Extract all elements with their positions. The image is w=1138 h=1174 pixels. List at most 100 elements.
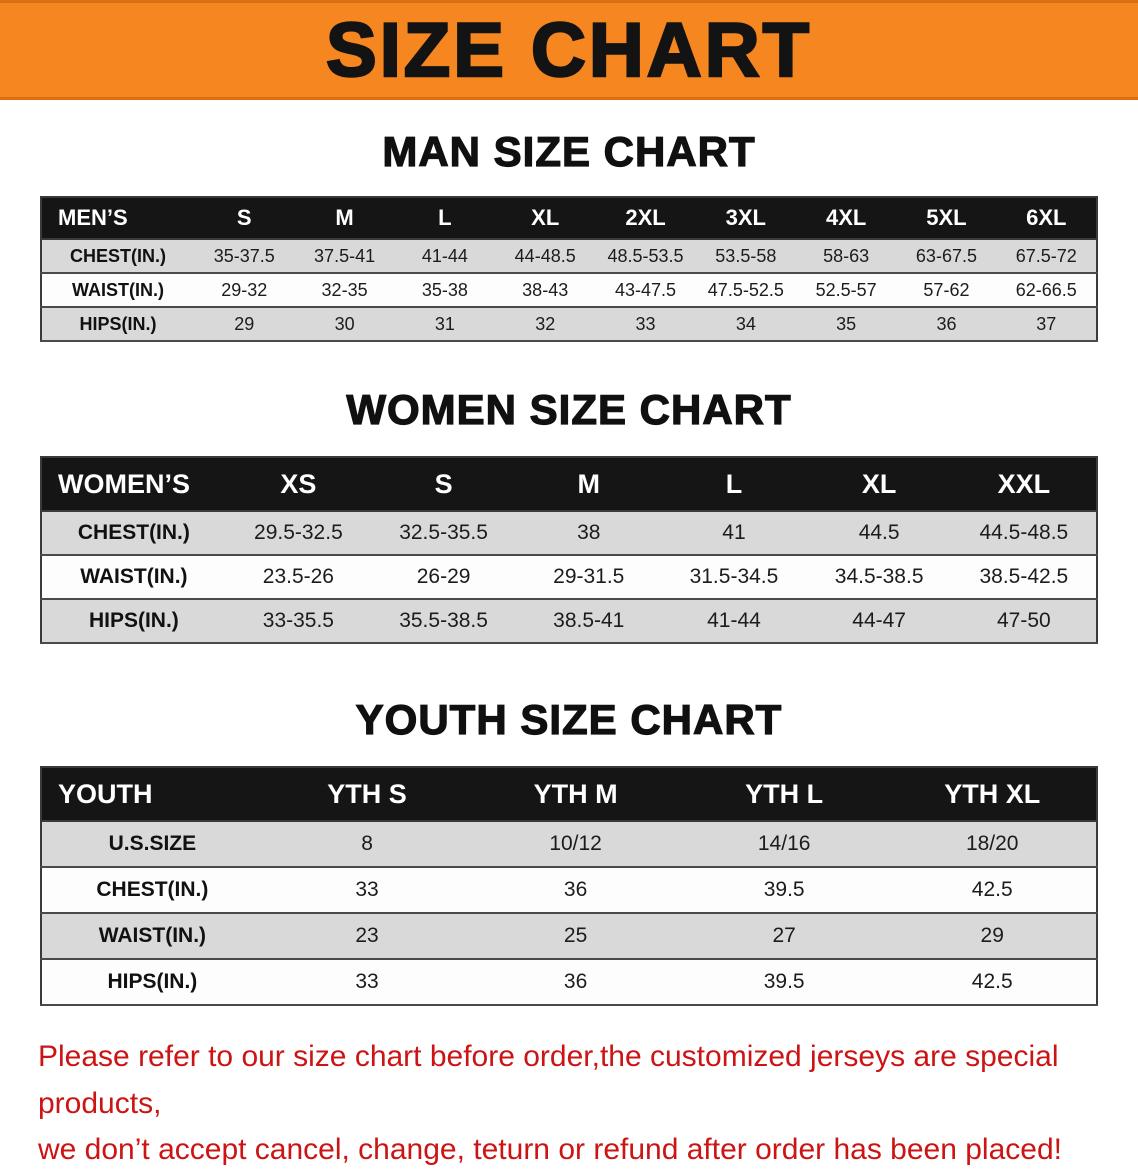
value-cell: 31.5-34.5	[661, 555, 807, 600]
size-header-cell: XS	[225, 457, 371, 512]
value-cell: 38.5-41	[516, 599, 662, 644]
row-label-cell: HIPS(IN.)	[41, 599, 226, 644]
row-label-cell: HIPS(IN.)	[41, 959, 263, 1006]
value-cell: 37.5-41	[294, 239, 395, 274]
value-cell: 44.5	[806, 511, 952, 556]
value-cell: 35-38	[394, 273, 496, 308]
size-header-cell: YTH M	[471, 767, 680, 822]
value-cell: 39.5	[679, 867, 889, 914]
value-cell: 39.5	[679, 959, 889, 1006]
size-chart-banner: SIZE CHART	[0, 0, 1138, 100]
value-cell: 32	[495, 307, 596, 342]
value-cell: 26-29	[370, 555, 517, 600]
size-header-cell: YTH S	[262, 767, 472, 822]
table-header-row: MEN’S S M L XL 2XL 3XL 4XL 5XL 6XL	[41, 197, 1097, 240]
value-cell: 23	[262, 913, 472, 960]
row-label-cell: CHEST(IN.)	[41, 511, 226, 556]
table-row: WAIST(IN.) 29-32 32-35 35-38 38-43 43-47.5 47.…	[41, 273, 1097, 308]
row-label-cell: U.S.SIZE	[41, 821, 263, 868]
row-label-cell: WAIST(IN.)	[41, 273, 195, 308]
value-cell: 29-31.5	[516, 555, 662, 600]
value-cell: 34.5-38.5	[806, 555, 952, 600]
value-cell: 29	[888, 913, 1097, 960]
value-cell: 44.5-48.5	[951, 511, 1097, 556]
value-cell: 44-48.5	[495, 239, 596, 274]
value-cell: 10/12	[471, 821, 680, 868]
table-title-cell: MEN’S	[41, 197, 195, 240]
value-cell: 36	[471, 867, 680, 914]
size-header-cell: 6XL	[996, 197, 1097, 240]
value-cell: 67.5-72	[996, 239, 1097, 274]
value-cell: 32-35	[294, 273, 395, 308]
row-label-cell: CHEST(IN.)	[41, 867, 263, 914]
value-cell: 29-32	[194, 273, 295, 308]
row-label-cell: CHEST(IN.)	[41, 239, 195, 274]
value-cell: 38	[516, 511, 662, 556]
size-header-cell: YTH L	[679, 767, 889, 822]
youth-size-table: YOUTH YTH S YTH M YTH L YTH XL U.S.SIZE 8 10/12…	[40, 766, 1098, 1006]
value-cell: 36	[896, 307, 997, 342]
value-cell: 42.5	[888, 959, 1097, 1006]
table-row: WAIST(IN.) 23 25 27 29	[41, 913, 1097, 960]
value-cell: 58-63	[795, 239, 897, 274]
womens-size-table: WOMEN’S XS S M L XL XXL CHEST(IN.) 29.5-32.5 32.5…	[40, 456, 1098, 644]
value-cell: 47.5-52.5	[695, 273, 796, 308]
value-cell: 36	[471, 959, 680, 1006]
table-header-row: YOUTH YTH S YTH M YTH L YTH XL	[41, 767, 1097, 822]
value-cell: 35-37.5	[194, 239, 295, 274]
value-cell: 33-35.5	[225, 599, 371, 644]
size-header-cell: XL	[806, 457, 952, 512]
row-label-cell: WAIST(IN.)	[41, 555, 226, 600]
value-cell: 27	[679, 913, 889, 960]
value-cell: 37	[996, 307, 1097, 342]
size-chart-title: SIZE CHART	[325, 6, 812, 94]
value-cell: 48.5-53.5	[595, 239, 696, 274]
value-cell: 41-44	[394, 239, 496, 274]
value-cell: 18/20	[888, 821, 1097, 868]
table-header-row: WOMEN’S XS S M L XL XXL	[41, 457, 1097, 512]
table-row: CHEST(IN.) 33 36 39.5 42.5	[41, 867, 1097, 914]
value-cell: 62-66.5	[996, 273, 1097, 308]
value-cell: 8	[262, 821, 472, 868]
value-cell: 33	[262, 959, 472, 1006]
value-cell: 23.5-26	[225, 555, 371, 600]
value-cell: 34	[695, 307, 796, 342]
table-row: HIPS(IN.) 33-35.5 35.5-38.5 38.5-41 41-44 44-…	[41, 599, 1097, 644]
size-header-cell: XL	[495, 197, 596, 240]
youth-size-chart-heading: YOUTH SIZE CHART	[355, 695, 783, 743]
value-cell: 47-50	[951, 599, 1097, 644]
disclaimer-text: Please refer to our size chart before or…	[38, 1034, 1138, 1174]
value-cell: 44-47	[806, 599, 952, 644]
value-cell: 38-43	[495, 273, 596, 308]
table-row: U.S.SIZE 8 10/12 14/16 18/20	[41, 821, 1097, 868]
value-cell: 41	[661, 511, 807, 556]
size-header-cell: 2XL	[595, 197, 696, 240]
size-header-cell: YTH XL	[888, 767, 1097, 822]
value-cell: 53.5-58	[695, 239, 796, 274]
size-header-cell: L	[394, 197, 496, 240]
value-cell: 32.5-35.5	[370, 511, 517, 556]
value-cell: 35.5-38.5	[370, 599, 517, 644]
size-header-cell: L	[661, 457, 807, 512]
disclaimer-line-1: Please refer to our size chart before or…	[38, 1040, 1059, 1120]
table-row: HIPS(IN.) 29 30 31 32 33 34 35 36 37	[41, 307, 1097, 342]
row-label-cell: WAIST(IN.)	[41, 913, 263, 960]
size-header-cell: 5XL	[896, 197, 997, 240]
table-row: CHEST(IN.) 35-37.5 37.5-41 41-44 44-48.5 48.5…	[41, 239, 1097, 274]
value-cell: 38.5-42.5	[951, 555, 1097, 600]
value-cell: 33	[595, 307, 696, 342]
size-header-cell: M	[294, 197, 395, 240]
value-cell: 52.5-57	[795, 273, 897, 308]
table-title-cell: YOUTH	[41, 767, 263, 822]
value-cell: 25	[471, 913, 680, 960]
disclaimer-line-2: we don’t accept cancel, change, teturn o…	[38, 1133, 1062, 1166]
value-cell: 57-62	[896, 273, 997, 308]
mens-size-table: MEN’S S M L XL 2XL 3XL 4XL 5XL 6XL CHEST(IN.) 35-37…	[40, 196, 1098, 342]
table-title-cell: WOMEN’S	[41, 457, 226, 512]
row-label-cell: HIPS(IN.)	[41, 307, 195, 342]
table-row: HIPS(IN.) 33 36 39.5 42.5	[41, 959, 1097, 1006]
value-cell: 31	[394, 307, 496, 342]
size-header-cell: S	[370, 457, 517, 512]
value-cell: 29	[194, 307, 295, 342]
size-header-cell: XXL	[951, 457, 1097, 512]
